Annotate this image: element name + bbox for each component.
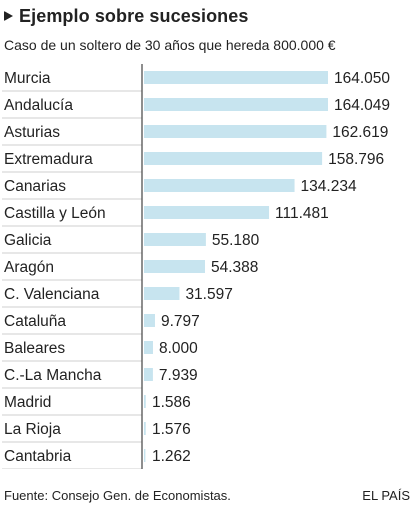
category-label: Madrid — [4, 394, 51, 411]
title-marker-icon — [4, 11, 13, 21]
bar — [144, 341, 153, 354]
value-label: 8.000 — [159, 340, 198, 357]
category-label: Extremadura — [4, 151, 93, 168]
source-note: Fuente: Consejo Gen. de Economistas. — [4, 488, 231, 503]
bar — [144, 179, 295, 192]
category-label: C. Valenciana — [4, 286, 100, 303]
bar — [144, 287, 180, 300]
category-label: Asturias — [4, 124, 60, 141]
bar-chart: Murcia 164.050 Andalucía 164.049 Asturias 162… — [2, 64, 390, 469]
bar — [144, 368, 153, 381]
value-label: 31.597 — [185, 286, 232, 303]
value-label: 134.234 — [301, 178, 357, 195]
category-label: Canarias — [4, 178, 66, 195]
value-label: 1.586 — [152, 394, 191, 411]
value-label: 54.388 — [211, 259, 258, 276]
bar — [144, 422, 146, 435]
bar — [144, 260, 206, 273]
chart-title: Ejemplo sobre sucesiones — [19, 5, 249, 26]
brand-label: EL PAÍS — [362, 488, 410, 503]
value-label: 1.262 — [152, 448, 191, 465]
bar — [144, 71, 328, 84]
chart-subtitle: Caso de un soltero de 30 años que hereda… — [4, 37, 336, 53]
category-label: Galicia — [4, 232, 52, 249]
category-label: Murcia — [4, 70, 51, 87]
bar — [144, 152, 323, 165]
value-label: 9.797 — [161, 313, 200, 330]
bar — [144, 125, 327, 138]
category-label: Aragón — [4, 259, 54, 276]
category-label: Cantabria — [4, 448, 72, 465]
category-label: Castilla y León — [4, 205, 106, 222]
bar — [144, 98, 328, 111]
value-label: 7.939 — [159, 367, 198, 384]
category-label: Baleares — [4, 340, 65, 357]
category-label: Cataluña — [4, 313, 66, 330]
bar — [144, 449, 146, 462]
bar — [144, 314, 155, 327]
value-label: 111.481 — [275, 205, 329, 222]
bar — [144, 206, 270, 219]
bar — [144, 233, 206, 246]
category-label: Andalucía — [4, 97, 73, 114]
value-label: 164.049 — [334, 97, 390, 114]
value-label: 1.576 — [152, 421, 191, 438]
category-label: La Rioja — [4, 421, 61, 438]
bar — [144, 395, 146, 408]
value-label: 158.796 — [328, 151, 384, 168]
value-label: 55.180 — [212, 232, 260, 249]
value-label: 164.050 — [334, 70, 390, 87]
value-label: 162.619 — [332, 124, 388, 141]
title-row: Ejemplo sobre sucesiones — [4, 4, 248, 28]
category-label: C.-La Mancha — [4, 367, 102, 384]
